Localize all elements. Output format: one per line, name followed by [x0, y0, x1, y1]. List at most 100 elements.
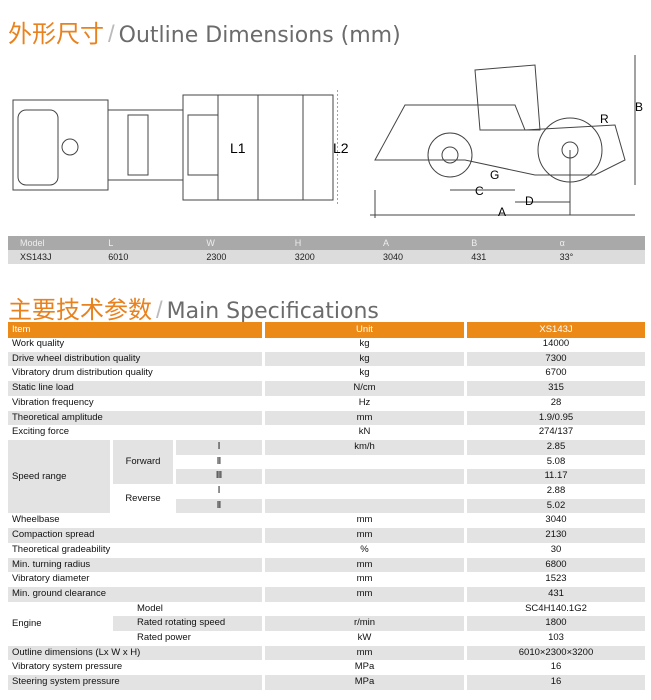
value: 30	[550, 543, 562, 555]
value: 2.85	[467, 439, 645, 455]
engine-item: Model	[137, 602, 163, 614]
dimension-value: XS143J	[20, 252, 52, 262]
gear: Ⅱ	[216, 455, 222, 467]
header-item: Item	[8, 322, 262, 338]
value: 14000	[542, 338, 570, 349]
gear: Ⅲ	[176, 469, 262, 484]
title-en: Outline Dimensions (mm)	[118, 23, 401, 48]
item-label: Vibratory drum distribution quality	[12, 367, 153, 379]
speed-row: Ⅰ 2.88	[8, 484, 645, 499]
value: 1800	[467, 616, 645, 631]
table-row: Drive wheel distribution quality kg 7300	[8, 351, 645, 367]
dimension-header: Model	[20, 238, 45, 248]
table-row: Min. turning radius mm 6800	[8, 557, 645, 573]
item-label: Theoretical gradeability	[12, 543, 111, 555]
unit: mm	[265, 645, 464, 661]
engine-row: Rated power kW 103	[8, 631, 645, 646]
table-row: Steering system pressure MPa 16	[8, 675, 645, 690]
unit: MPa	[354, 661, 375, 673]
gear: Ⅱ	[176, 498, 262, 514]
unit: kg	[359, 338, 370, 349]
item-label: Drive wheel distribution quality	[8, 351, 262, 367]
item-label: Static line load	[8, 381, 262, 396]
unit: mm	[356, 514, 373, 526]
item-label: Exciting force	[12, 426, 70, 438]
label-g: G	[490, 168, 500, 182]
unit: Hz	[358, 396, 371, 408]
speed-group: Speed range Forward Reverse	[8, 439, 645, 514]
value: 16	[550, 661, 562, 673]
table-row: Wheelbase mm 3040	[8, 513, 645, 528]
reverse-label: Reverse	[125, 492, 161, 504]
unit: kW	[357, 632, 372, 643]
value: 1523	[545, 573, 567, 585]
side-view-drawing	[370, 55, 636, 218]
engine-item: Rated power	[137, 632, 191, 643]
value: SC4H140.1G2	[525, 602, 587, 614]
engine-label: Engine	[12, 617, 42, 629]
table-row: Vibratory system pressure MPa 16	[8, 660, 645, 675]
unit: mm	[265, 557, 464, 573]
unit	[265, 484, 464, 499]
speed-range-label: Speed range	[8, 439, 110, 514]
title-cn: 主要技术参数	[8, 296, 152, 324]
unit: r/min	[265, 616, 464, 631]
item-label: Work quality	[12, 338, 65, 349]
header-row: Item Unit XS143J	[8, 322, 645, 338]
unit	[265, 469, 464, 484]
value: 315	[467, 381, 645, 396]
unit: MPa	[265, 675, 464, 690]
top-view-drawing	[12, 90, 338, 205]
engine-row: Model SC4H140.1G2	[8, 602, 645, 617]
value: 5.08	[546, 455, 566, 467]
unit: kg	[359, 367, 370, 379]
label-b: B	[635, 100, 644, 114]
title-en: Main Specifications	[166, 299, 379, 324]
engine-item: Rated rotating speed	[113, 616, 262, 631]
value: 431	[467, 586, 645, 602]
specs-title: 主要技术参数 / Main Specifications	[8, 296, 379, 324]
value: 2130	[467, 528, 645, 543]
label-c: C	[475, 184, 484, 198]
dimension-value: 33°	[559, 252, 574, 262]
dimension-header: W	[206, 238, 215, 248]
value: 16	[467, 675, 645, 690]
dimension-header: H	[294, 238, 302, 248]
table-row: Exciting force kN 274/137	[8, 425, 645, 440]
title-cn: 外形尺寸	[8, 20, 104, 48]
unit	[265, 498, 464, 514]
unit: mm	[265, 586, 464, 602]
unit: mm	[356, 573, 373, 585]
header-unit: Unit	[265, 322, 464, 338]
header-value: XS143J	[467, 322, 645, 338]
forward-label: Forward	[113, 439, 173, 484]
value: 3040	[545, 514, 567, 526]
dimension-value: 6010	[108, 252, 129, 262]
label-l1: L1	[230, 140, 246, 156]
speed-row: Ⅱ 5.02	[8, 498, 645, 514]
label-a: A	[498, 205, 507, 219]
dimension-header: α	[559, 238, 565, 248]
value: 103	[548, 632, 564, 643]
value: 7300	[467, 351, 645, 367]
table-row: Vibration frequency Hz 28	[8, 396, 645, 411]
item-label: Compaction spread	[8, 528, 262, 543]
dimension-value: 2300	[206, 252, 227, 262]
value: 11.17	[467, 469, 645, 484]
gear: Ⅰ	[217, 485, 221, 496]
label-l2: L2	[333, 140, 349, 156]
value: 6700	[545, 367, 567, 379]
dimension-header: B	[471, 238, 478, 248]
value: 274/137	[538, 426, 574, 438]
unit: mm	[265, 410, 464, 426]
dimension-value: 3040	[383, 252, 404, 262]
value: 2.88	[546, 485, 566, 496]
item-label: Vibration frequency	[12, 396, 94, 408]
unit: mm	[265, 528, 464, 543]
label-r: R	[600, 112, 609, 126]
table-row: Work quality kg 14000	[8, 337, 645, 352]
table-row: Theoretical gradeability% 30	[8, 543, 645, 558]
